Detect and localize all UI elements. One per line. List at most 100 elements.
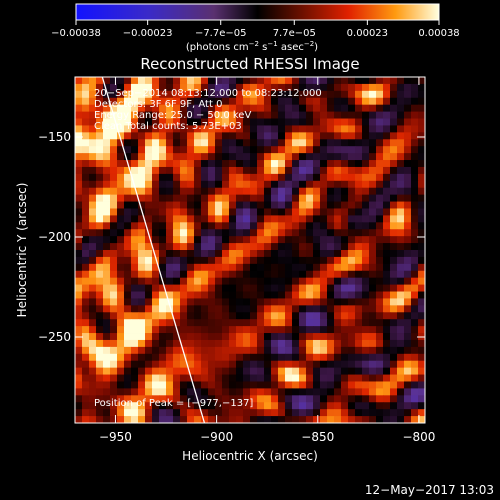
heatmap-cell: [348, 146, 356, 154]
heatmap-cell: [131, 416, 139, 423]
heatmap-cell: [110, 409, 118, 417]
heatmap-cell: [285, 360, 293, 369]
heatmap-cell: [348, 333, 356, 341]
heatmap-cell: [187, 381, 195, 389]
heatmap-cell: [341, 229, 349, 237]
heatmap-cell: [96, 146, 104, 154]
heatmap-cell: [75, 250, 83, 258]
heatmap-cell: [257, 236, 265, 244]
heatmap-cell: [138, 201, 146, 209]
heatmap-cell: [306, 215, 314, 223]
heatmap-cell: [222, 153, 230, 161]
heatmap-cell: [194, 277, 202, 285]
heatmap-cell: [222, 360, 230, 369]
heatmap-cell: [341, 305, 349, 313]
heatmap-cell: [390, 291, 398, 299]
heatmap-cell: [124, 118, 132, 126]
heatmap-cell: [390, 139, 398, 147]
heatmap-cell: [152, 90, 160, 99]
heatmap-cell: [173, 201, 181, 209]
heatmap-cell: [75, 409, 83, 417]
heatmap-cell: [82, 367, 90, 375]
heatmap-cell: [194, 263, 202, 272]
heatmap-cell: [250, 222, 258, 230]
heatmap-cell: [327, 90, 335, 99]
heatmap-cell: [264, 229, 272, 237]
heatmap-cell: [96, 339, 104, 348]
heatmap-cell: [327, 83, 335, 92]
heatmap-cell: [348, 160, 356, 168]
heatmap-cell: [320, 353, 328, 362]
heatmap-cell: [243, 222, 251, 230]
heatmap-cell: [404, 201, 412, 209]
heatmap-cell: [390, 90, 398, 99]
heatmap-cell: [173, 215, 181, 223]
heatmap-cell: [299, 222, 307, 230]
heatmap-cell: [222, 132, 230, 140]
heatmap-cell: [117, 263, 125, 272]
heatmap-cell: [124, 319, 132, 327]
heatmap-cell: [362, 180, 370, 189]
heatmap-cell: [383, 132, 391, 140]
heatmap-cell: [173, 353, 181, 362]
heatmap-cell: [383, 125, 391, 133]
heatmap-cell: [299, 353, 307, 362]
heatmap-cell: [229, 263, 237, 272]
heatmap-cell: [180, 104, 188, 112]
heatmap-cell: [117, 277, 125, 285]
heatmap-cell: [334, 97, 342, 106]
heatmap-cell: [299, 256, 307, 265]
heatmap-cell: [355, 326, 363, 334]
heatmap-cell: [313, 132, 321, 140]
heatmap-cell: [355, 409, 363, 417]
heatmap-cell: [383, 402, 391, 410]
heatmap-cell: [201, 360, 209, 369]
heatmap-cell: [418, 353, 425, 362]
heatmap-cell: [166, 243, 174, 251]
heatmap-cell: [152, 160, 160, 168]
heatmap-cell: [250, 215, 258, 223]
heatmap-cell: [166, 111, 174, 119]
heatmap-cell: [173, 298, 181, 306]
heatmap-cell: [229, 229, 237, 237]
heatmap-cell: [376, 243, 384, 251]
heatmap-cell: [75, 256, 83, 265]
heatmap-cell: [229, 187, 237, 196]
heatmap-cell: [166, 374, 174, 382]
heatmap-cell: [264, 166, 272, 175]
heatmap-cell: [376, 319, 384, 327]
heatmap-cell: [299, 333, 307, 341]
heatmap-cell: [341, 381, 349, 389]
heatmap-cell: [397, 409, 405, 417]
heatmap-cell: [131, 339, 139, 348]
heatmap-cell: [229, 409, 237, 417]
heatmap-cell: [334, 194, 342, 202]
heatmap-cell: [397, 125, 405, 133]
heatmap-cell: [194, 409, 202, 417]
heatmap-cell: [117, 243, 125, 251]
heatmap-cell: [383, 83, 391, 92]
heatmap-cell: [306, 104, 314, 112]
heatmap-cell: [145, 132, 153, 140]
heatmap-cell: [390, 153, 398, 161]
heatmap-cell: [334, 409, 342, 417]
heatmap-cell: [292, 173, 300, 182]
heatmap-cell: [299, 173, 307, 182]
heatmap-cell: [264, 284, 272, 292]
heatmap-cell: [278, 166, 286, 175]
heatmap-cell: [411, 208, 419, 216]
heatmap-cell: [292, 215, 300, 223]
heatmap-cell: [124, 201, 132, 209]
heatmap-cell: [278, 339, 286, 348]
heatmap-cell: [285, 194, 293, 202]
heatmap-cell: [278, 312, 286, 320]
heatmap-cell: [89, 298, 97, 306]
heatmap-cell: [383, 166, 391, 175]
heatmap-cell: [348, 305, 356, 313]
heatmap-cell: [341, 367, 349, 375]
heatmap-cell: [96, 236, 104, 244]
heatmap-cell: [383, 333, 391, 341]
heatmap-cell: [390, 326, 398, 334]
heatmap-cell: [152, 153, 160, 161]
heatmap-cell: [103, 402, 111, 410]
